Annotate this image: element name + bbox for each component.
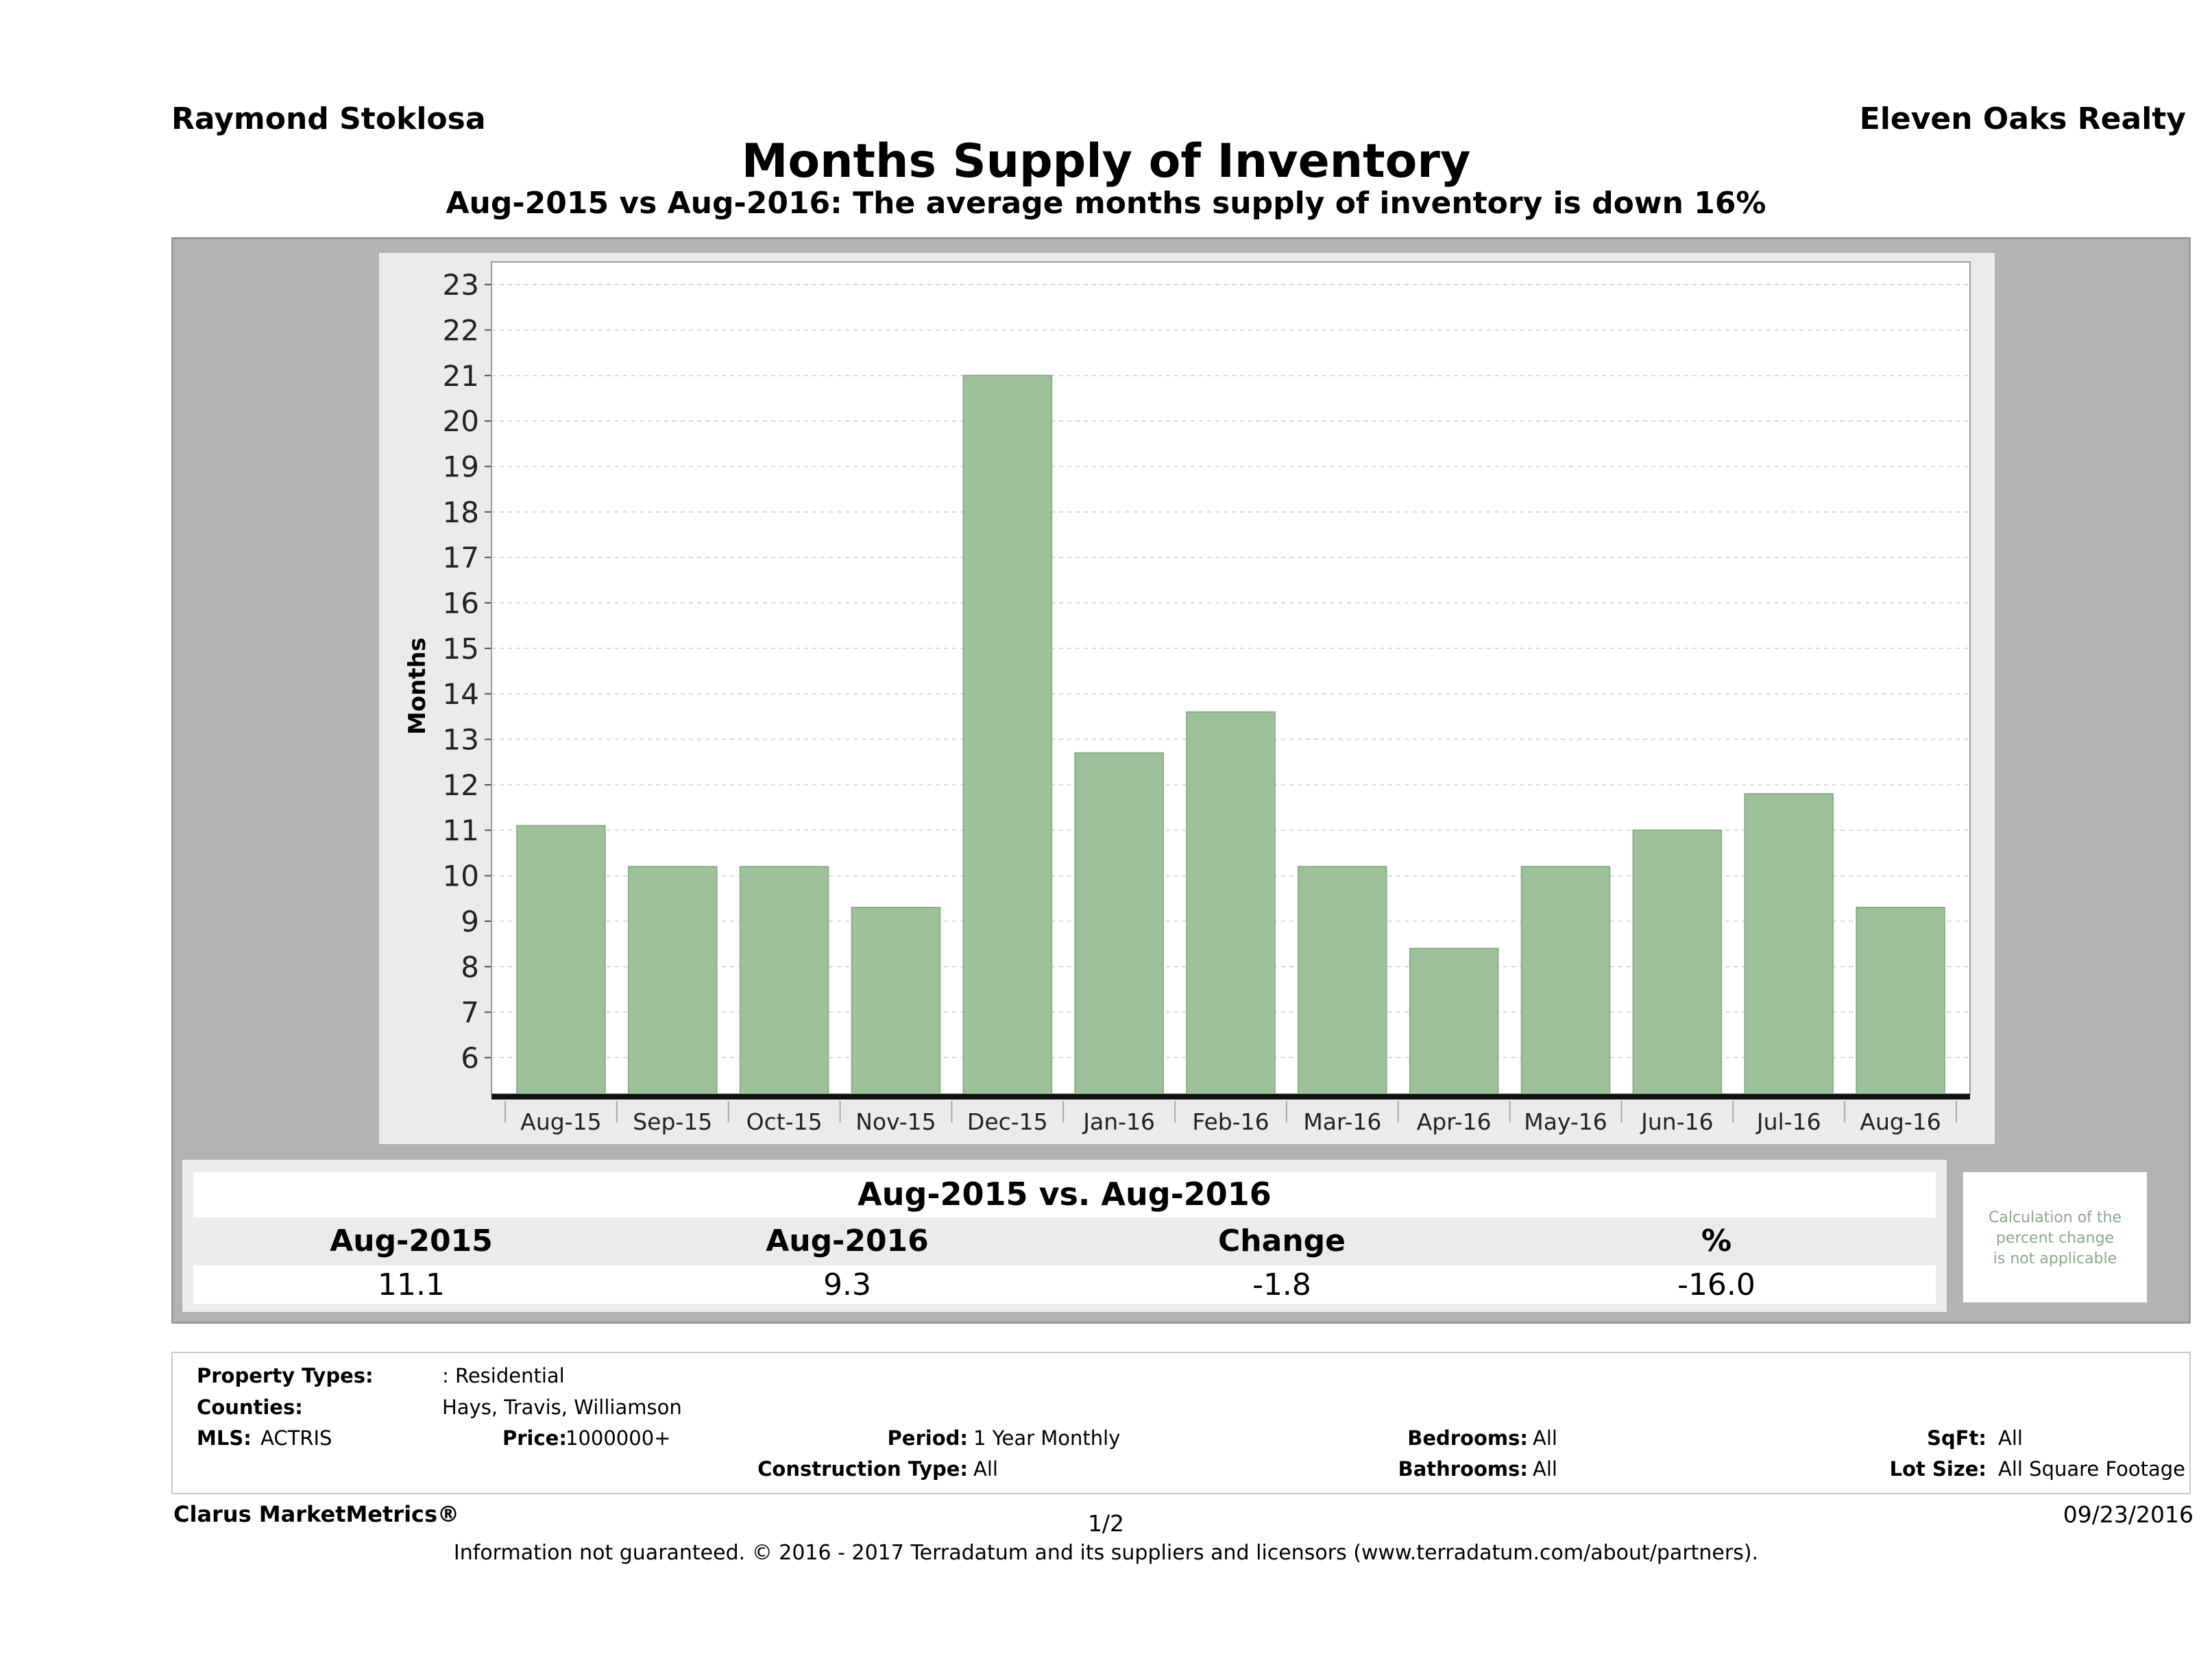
report-title: Months Supply of Inventory xyxy=(741,134,1471,189)
bedrooms-value: All xyxy=(1533,1426,1557,1450)
summary-title: Aug-2015 vs. Aug-2016 xyxy=(858,1176,1272,1213)
y-tick-label: 22 xyxy=(443,314,479,348)
x-tick-label: Sep-15 xyxy=(633,1108,712,1135)
bar xyxy=(962,374,1053,1095)
summary-value-aug-2016: 9.3 xyxy=(823,1267,871,1302)
bar xyxy=(739,866,829,1095)
y-tick-label: 15 xyxy=(443,632,479,666)
percent-note-box xyxy=(1963,1172,2147,1302)
x-tick-label: Oct-15 xyxy=(746,1108,823,1135)
x-tick-label: Feb-16 xyxy=(1192,1108,1269,1135)
y-tick-label: 12 xyxy=(443,768,479,802)
y-axis-label: Months xyxy=(404,637,431,735)
y-tick-label: 16 xyxy=(443,587,479,620)
y-tick-label: 8 xyxy=(461,950,479,984)
brand-name: Clarus MarketMetrics® xyxy=(173,1501,460,1527)
sqft-value: All xyxy=(1998,1426,2023,1450)
property-types-label: Property Types: xyxy=(197,1364,374,1387)
construction-type-label: Construction Type: xyxy=(757,1457,968,1481)
x-tick-label: Dec-15 xyxy=(967,1108,1048,1135)
bar xyxy=(851,907,941,1095)
property-types-value: : Residential xyxy=(442,1364,565,1387)
x-tick-label: Jan-16 xyxy=(1082,1108,1155,1135)
bar xyxy=(1856,907,1945,1095)
summary-header-percent: % xyxy=(1701,1224,1732,1258)
summary-value-aug-2015: 11.1 xyxy=(378,1267,445,1302)
mls-value: ACTRIS xyxy=(260,1426,332,1450)
summary-value-change: -1.8 xyxy=(1252,1267,1311,1302)
y-tick-label: 14 xyxy=(443,677,479,711)
summary-header-aug-2015: Aug-2015 xyxy=(330,1224,493,1258)
lot-size-label: Lot Size: xyxy=(1889,1457,1986,1481)
mls-label: MLS: xyxy=(197,1426,252,1450)
y-tick-label: 23 xyxy=(443,268,479,302)
y-tick-label: 6 xyxy=(461,1041,479,1075)
x-tick-label: Aug-16 xyxy=(1860,1108,1941,1135)
x-tick-label: Jul-16 xyxy=(1755,1108,1821,1135)
bar xyxy=(1409,947,1499,1095)
bar xyxy=(516,825,606,1095)
y-tick-label: 17 xyxy=(443,541,479,574)
y-tick-label: 20 xyxy=(443,404,479,438)
period-value: 1 Year Monthly xyxy=(973,1426,1121,1450)
summary-value-percent: -16.0 xyxy=(1677,1267,1755,1302)
y-tick-label: 21 xyxy=(443,359,479,393)
x-tick-label: Mar-16 xyxy=(1303,1108,1381,1135)
y-tick-label: 19 xyxy=(443,450,479,484)
construction-type-value: All xyxy=(973,1457,998,1481)
bedrooms-label: Bedrooms: xyxy=(1407,1426,1528,1450)
price-label: Price: xyxy=(502,1426,567,1450)
summary-header-change: Change xyxy=(1218,1224,1346,1258)
bar xyxy=(1520,866,1611,1095)
summary-header-aug-2016: Aug-2016 xyxy=(766,1224,929,1258)
x-tick-label: Jun-16 xyxy=(1640,1108,1713,1135)
summary-title-row xyxy=(193,1172,1936,1217)
percent-note: Calculation of the percent change is not… xyxy=(1963,1208,2147,1269)
bathrooms-value: All xyxy=(1533,1457,1557,1481)
agent-name: Raymond Stoklosa xyxy=(171,101,486,136)
period-label: Period: xyxy=(887,1426,968,1450)
bar xyxy=(1186,711,1276,1095)
company-name: Eleven Oaks Realty xyxy=(1859,101,2186,136)
report-subtitle: Aug-2015 vs Aug-2016: The average months… xyxy=(446,186,1766,221)
x-tick-label: May-16 xyxy=(1524,1108,1607,1135)
bar xyxy=(1298,866,1387,1095)
bathrooms-label: Bathrooms: xyxy=(1398,1457,1528,1481)
y-tick-label: 9 xyxy=(461,905,479,938)
x-tick-label: Apr-16 xyxy=(1417,1108,1492,1135)
y-tick-label: 18 xyxy=(443,496,479,529)
y-tick-label: 7 xyxy=(461,996,479,1030)
percent-note-line: is not applicable xyxy=(1993,1250,2117,1267)
bar-chart: 6 7 8 9 10 11 12 13 14 15 16 17 18 19 20 21 22 23 Aug-15 Se… xyxy=(404,261,1971,1135)
y-tick-label: 11 xyxy=(443,814,479,847)
criteria-box xyxy=(171,1352,2191,1494)
percent-note-line: percent change xyxy=(1995,1230,2115,1247)
bar xyxy=(1074,752,1164,1095)
bar xyxy=(1744,793,1834,1095)
sqft-label: SqFt: xyxy=(1927,1426,1986,1450)
page-number: 1/2 xyxy=(1087,1510,1125,1537)
price-value: 1000000+ xyxy=(566,1426,671,1450)
summary-values-row xyxy=(193,1265,1936,1304)
disclaimer: Information not guaranteed. © 2016 - 201… xyxy=(453,1541,1759,1565)
bar xyxy=(627,866,718,1095)
report-date: 09/23/2016 xyxy=(2063,1501,2193,1528)
y-tick-label: 13 xyxy=(443,723,479,757)
y-tick-label: 10 xyxy=(443,860,479,893)
percent-note-line: Calculation of the xyxy=(1988,1209,2122,1226)
x-tick-label: Nov-15 xyxy=(855,1108,936,1135)
counties-label: Counties: xyxy=(197,1396,303,1419)
counties-value: Hays, Travis, Williamson xyxy=(442,1396,682,1419)
bar xyxy=(1632,829,1723,1095)
x-tick-label: Aug-15 xyxy=(520,1108,601,1135)
lot-size-value: All Square Footage xyxy=(1998,1457,2186,1481)
